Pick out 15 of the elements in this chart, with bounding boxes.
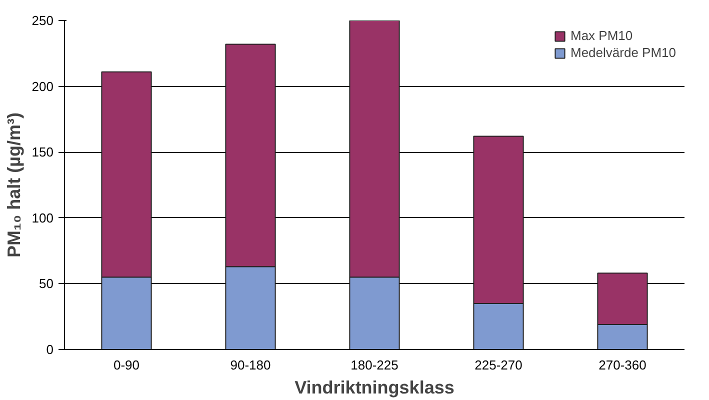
- y-axis-title: PM₁₀ halt (µg/m³): [4, 112, 24, 258]
- y-tick-label: 150: [32, 144, 54, 160]
- y-tick-label: 0: [46, 342, 54, 357]
- x-tick-label: 0-90: [113, 358, 140, 372]
- y-tick-label: 200: [32, 78, 54, 94]
- y-tick-label: 50: [39, 276, 54, 292]
- y-tick-label: 100: [32, 210, 54, 226]
- legend-label: Medelvärde PM10: [570, 45, 676, 60]
- x-tick-label: 90-180: [230, 358, 271, 372]
- x-tick-label: 225-270: [474, 358, 522, 372]
- x-tick-label: 270-360: [598, 358, 646, 372]
- y-tick-label: 250: [32, 13, 54, 28]
- x-tick-label: 180-225: [350, 358, 398, 372]
- legend-label: Max PM10: [570, 28, 633, 43]
- x-axis-title: Vindriktningsklass: [294, 378, 454, 398]
